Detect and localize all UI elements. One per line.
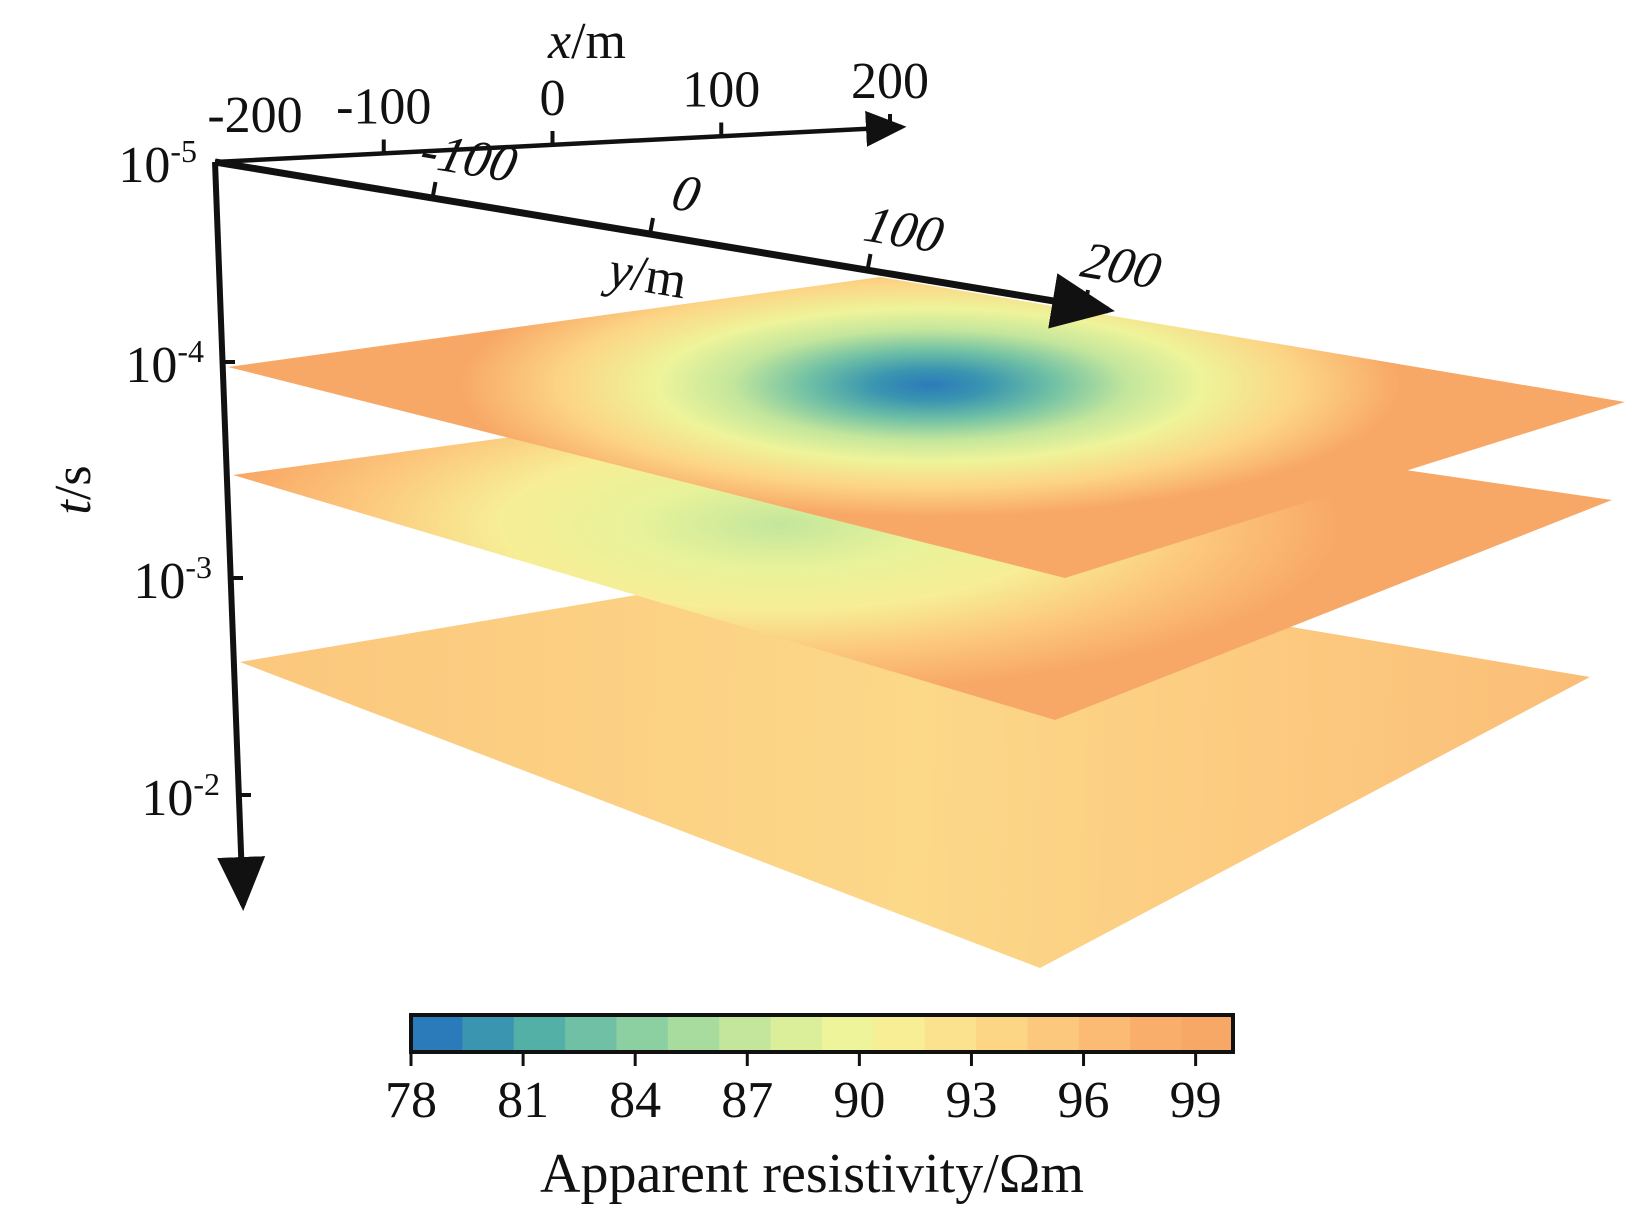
x-axis: -200 -100 0 100 200 x/m <box>207 13 929 165</box>
colorbar-cell <box>616 1015 669 1052</box>
y-tick-mark <box>430 181 438 199</box>
colorbar-cell <box>411 1015 463 1052</box>
colorbar-tick-label: 81 <box>497 1072 549 1129</box>
colorbar-tick-label: 78 <box>385 1072 437 1129</box>
colorbar-cell <box>924 1015 977 1052</box>
t-tick-label: 10-4 <box>125 333 204 394</box>
y-tick-mark <box>1083 289 1090 307</box>
colorbar-tick-label: 96 <box>1058 1072 1110 1129</box>
x-tick-label: 200 <box>851 53 929 110</box>
colorbar-cell <box>513 1015 566 1052</box>
colorbar-cell <box>462 1015 515 1052</box>
colorbar-cell <box>770 1015 823 1052</box>
colorbar-cell <box>719 1015 772 1052</box>
y-tick-label: 100 <box>854 197 954 264</box>
slice-t3 <box>240 556 1590 968</box>
colorbar: 78 81 84 87 90 93 96 99 Apparent resistivity/Ωm <box>385 1013 1235 1205</box>
colorbar-tick-label: 93 <box>945 1072 997 1129</box>
colorbar-cell <box>976 1015 1029 1052</box>
x-tick-label: -100 <box>336 79 431 136</box>
colorbar-tick-label: 90 <box>833 1072 885 1129</box>
t-axis-label: t/s <box>45 465 102 514</box>
colorbar-cell <box>1078 1015 1131 1052</box>
x-tick-label: 0 <box>540 70 566 127</box>
y-tick-mark <box>865 253 873 271</box>
colorbar-cell <box>565 1015 618 1052</box>
t-axis: 10-5 10-4 10-3 10-2 t/s <box>45 133 266 911</box>
colorbar-cell <box>1027 1015 1080 1052</box>
colorbar-tick-label: 99 <box>1170 1072 1222 1129</box>
colorbar-frame <box>409 1013 1235 1054</box>
x-axis-label: x/m <box>547 13 626 70</box>
colorbar-cell <box>1181 1015 1234 1052</box>
y-axis-label: y/m <box>600 240 691 310</box>
y-tick-label: 200 <box>1072 233 1172 300</box>
colorbar-cell <box>873 1015 926 1052</box>
t-tick-label: 10-3 <box>133 549 212 610</box>
colorbar-tick-label: 84 <box>609 1072 661 1129</box>
colorbar-cell <box>667 1015 720 1052</box>
y-tick-mark <box>648 217 655 235</box>
x-tick-label: -200 <box>207 87 302 144</box>
t-tick-label: 10-2 <box>141 766 220 827</box>
colorbar-tick-label: 87 <box>721 1072 773 1129</box>
slice-t1 <box>228 277 1625 578</box>
t-tick-label: 10-5 <box>118 133 197 194</box>
y-tick-label: 0 <box>662 165 711 223</box>
x-tick-label: 100 <box>682 62 760 119</box>
colorbar-cell <box>822 1015 874 1052</box>
colorbar-title: Apparent resistivity/Ωm <box>540 1143 1084 1205</box>
colorbar-cell <box>1130 1015 1183 1052</box>
